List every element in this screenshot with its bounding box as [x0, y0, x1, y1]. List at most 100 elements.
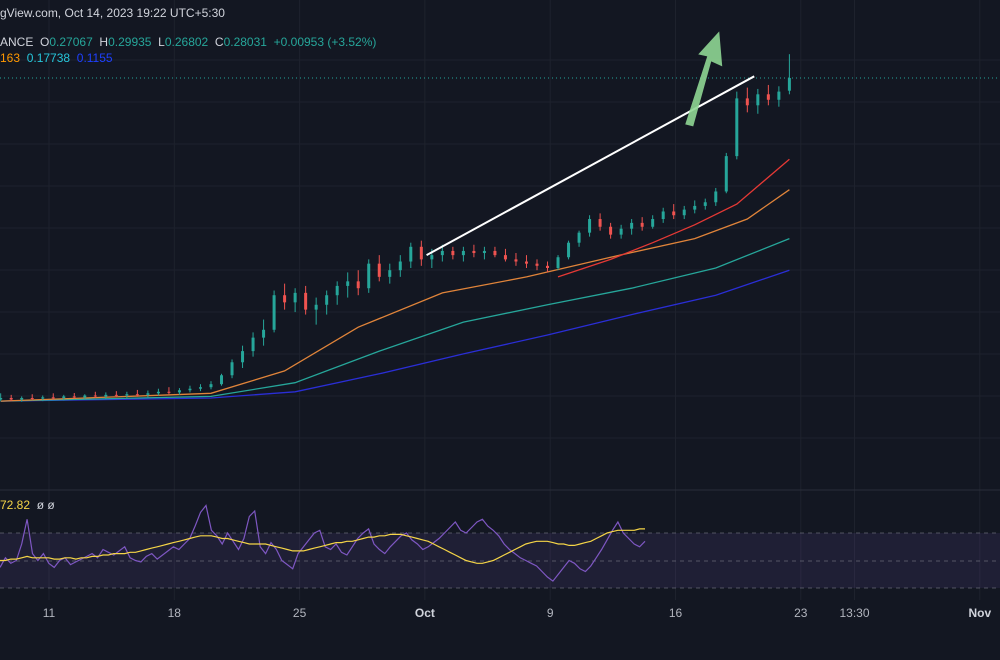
candle-body — [388, 270, 392, 277]
candle-body — [766, 94, 770, 100]
candle-body — [777, 91, 781, 100]
candle-body — [293, 292, 297, 303]
candle-body — [472, 250, 476, 254]
candle-body — [251, 337, 255, 352]
candle-body — [325, 295, 329, 305]
candle-body — [20, 397, 24, 400]
candle-body — [661, 211, 665, 220]
candle-body — [220, 375, 224, 385]
datetime-label: Oct 14, 2023 19:22 UTC+5:30 — [64, 6, 225, 20]
candle-body — [588, 219, 592, 233]
candle-body — [598, 219, 602, 227]
candle-body — [241, 351, 245, 363]
x-tick-label: Nov — [968, 606, 992, 620]
candle-body — [346, 281, 350, 286]
close-key: C — [214, 35, 224, 49]
candle-body — [93, 395, 97, 397]
candle-body — [556, 257, 560, 269]
candle-body — [693, 205, 697, 210]
candle-body — [314, 304, 318, 310]
chart-title-line: gView.com, Oct 14, 2023 19:22 UTC+5:30 — [0, 6, 225, 20]
candle-body — [682, 209, 686, 216]
candle-body — [367, 263, 371, 289]
candle-body — [409, 246, 413, 262]
close-value: 0.28031 — [223, 35, 267, 49]
candle-body — [535, 263, 539, 266]
candle-body — [156, 391, 160, 394]
candle-body — [714, 191, 718, 203]
low-value: 0.26802 — [164, 35, 209, 49]
candle-body — [51, 397, 55, 399]
candle-body — [609, 226, 613, 235]
candle-body — [198, 387, 202, 389]
candle-body — [72, 396, 76, 398]
ma-slow-value: 0.1155 — [76, 51, 113, 65]
candle-body — [262, 329, 266, 338]
ma-mid-line — [0, 237, 790, 402]
candle-body — [672, 211, 676, 216]
ma-mid-value: 0.17738 — [26, 51, 71, 65]
candle-body — [230, 362, 234, 376]
candle-body — [0, 397, 3, 400]
candle-body — [745, 98, 749, 106]
candle-body — [167, 391, 171, 393]
source-label: gView.com, — [0, 6, 62, 20]
candle-body — [703, 202, 707, 206]
candle-body — [209, 384, 213, 388]
high-key: H — [99, 35, 109, 49]
x-tick-label: 11 — [42, 606, 56, 620]
candle-body — [283, 295, 287, 303]
x-tick-label: 9 — [546, 606, 554, 620]
x-tick-label: 23 — [794, 606, 808, 620]
candle-body — [30, 397, 34, 399]
rsi-legend: 72.82 ø ø — [0, 498, 55, 512]
candle-body — [377, 263, 381, 277]
rsi-ma-line — [0, 528, 645, 564]
up-arrow — [685, 31, 723, 127]
change-value: +0.00953 (+3.52%) — [273, 35, 377, 49]
candle-body — [419, 246, 423, 260]
high-value: 0.29935 — [108, 35, 152, 49]
candle-body — [619, 228, 623, 235]
ma-legend: 163 0.17738 0.1155 — [0, 51, 113, 65]
candle-body — [451, 250, 455, 256]
candle-body — [524, 261, 528, 264]
candle-body — [177, 390, 181, 393]
candle-body — [41, 397, 45, 399]
candle-body — [787, 78, 791, 91]
open-value: 0.27067 — [49, 35, 93, 49]
candle-body — [9, 397, 13, 400]
candle-body — [188, 388, 192, 391]
candle-body — [651, 219, 655, 227]
x-tick-label: 25 — [292, 606, 307, 620]
candle-body — [335, 285, 339, 296]
candle-body — [640, 222, 644, 227]
ohlc-legend: ANCE O0.27067 H0.29935 L0.26802 C0.28031… — [0, 35, 376, 49]
rsi-value: 72.82 — [0, 498, 31, 512]
candle-body — [356, 281, 360, 289]
candle-body — [567, 242, 571, 258]
candle-body — [398, 261, 402, 271]
x-tick-label: 18 — [167, 606, 181, 620]
candle-body — [735, 98, 739, 157]
candle-body — [272, 295, 276, 330]
ma-fast-line — [0, 189, 790, 402]
candle-body — [430, 255, 434, 260]
candle-body — [62, 396, 66, 398]
rsi-line — [0, 504, 646, 582]
exchange-label: ANCE — [0, 35, 34, 49]
candle-body — [146, 393, 150, 395]
low-key: L — [158, 35, 165, 49]
candle-body — [304, 292, 308, 310]
ma-fast-value: 163 — [0, 51, 21, 65]
candle-body — [135, 394, 139, 396]
candle-body — [493, 250, 497, 256]
x-tick-label: 13:30 — [839, 606, 870, 620]
candle-body — [482, 250, 486, 254]
candle-body — [503, 255, 507, 260]
candle-body — [546, 265, 550, 269]
candle-body — [83, 395, 87, 398]
x-tick-label: 16 — [668, 606, 683, 620]
